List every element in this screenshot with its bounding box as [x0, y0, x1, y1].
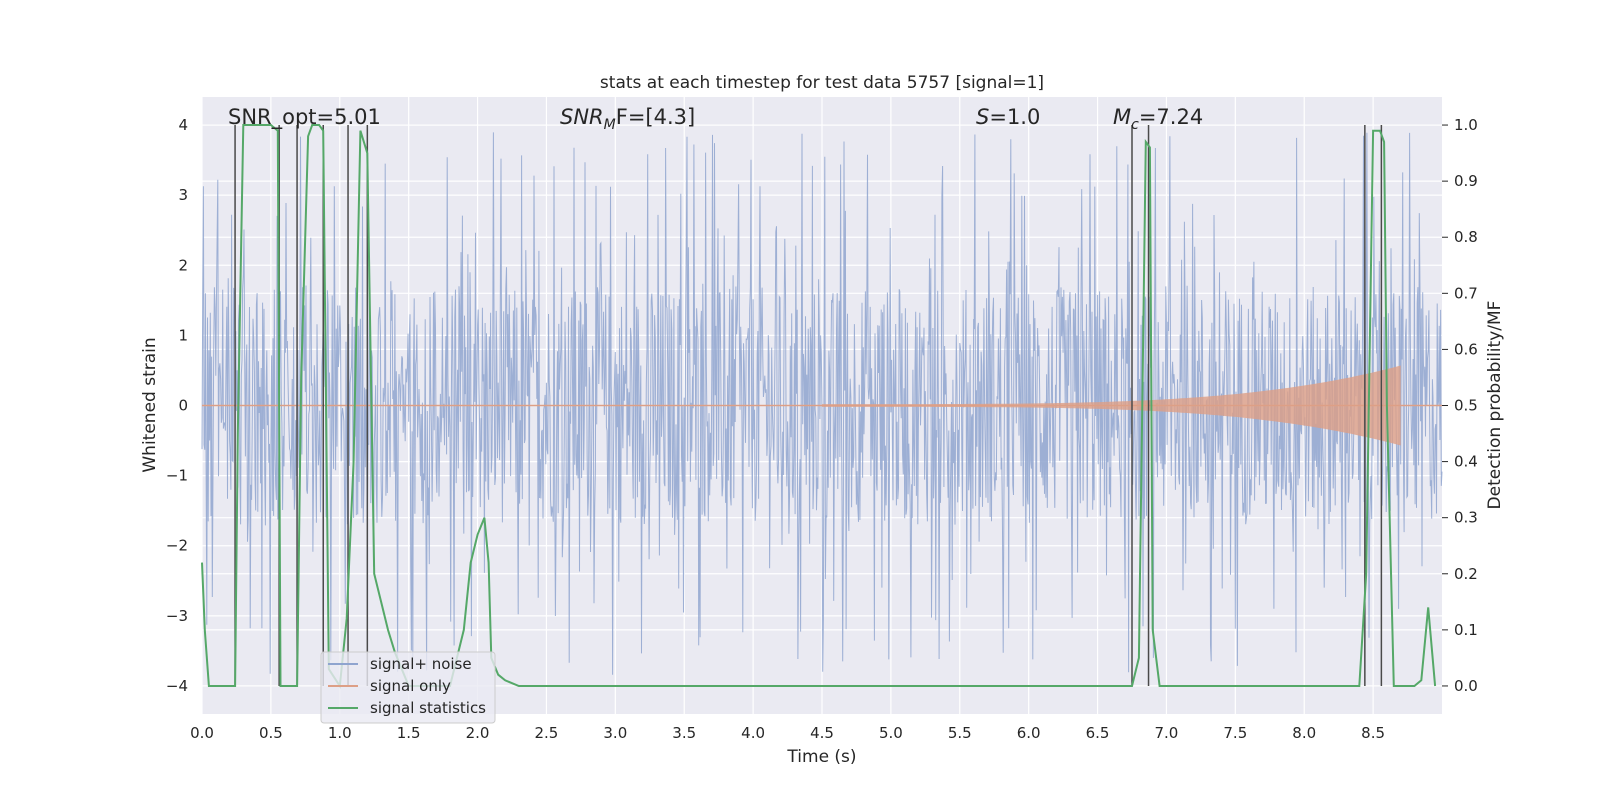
y-right-tick-label: 0.7	[1454, 284, 1478, 302]
legend-label-statistics: signal statistics	[370, 699, 486, 717]
s-tail: =1.0	[989, 105, 1040, 129]
y-left-tick-label: 0	[178, 397, 188, 415]
y-right-axis-label: Detection probability/MF	[1485, 301, 1505, 510]
y-left-tick-label: 3	[178, 186, 188, 204]
annotation-snr-mf: SNRMF=[4.3]	[560, 105, 695, 133]
s-main: S	[976, 105, 989, 129]
y-left-tick-label: 4	[178, 116, 188, 134]
signal-noise-series	[201, 132, 1443, 675]
y-right-tick-label: 0.6	[1454, 340, 1478, 358]
y-left-tick-label: −4	[166, 677, 188, 695]
y-right-tick-label: 0.5	[1454, 397, 1478, 415]
y-right-tick-label: 1.0	[1454, 116, 1478, 134]
x-tick-label: 2.5	[535, 724, 559, 742]
y-left-axis-ticks: 4 3 2 1 0 −1 −2 −3 −4	[166, 116, 188, 695]
y-right-axis-ticks: 1.0 0.9 0.8 0.7 0.6 0.5 0.4 0.3 0.2 0.1 0.0	[1442, 116, 1478, 695]
y-right-tick-label: 0.8	[1454, 228, 1478, 246]
legend-label-noise: signal+ noise	[370, 655, 472, 673]
y-right-tick-label: 0.2	[1454, 565, 1478, 583]
x-tick-label: 1.0	[328, 724, 352, 742]
snr-mf-sub: M	[604, 117, 616, 133]
mc-tail: =7.24	[1139, 105, 1203, 129]
x-tick-label: 8.0	[1292, 724, 1316, 742]
snr-mf-main: SNR	[560, 105, 604, 129]
y-right-tick-label: 0.9	[1454, 172, 1478, 190]
x-tick-label: 0.5	[259, 724, 283, 742]
y-left-tick-label: 2	[178, 256, 188, 274]
x-tick-label: 5.0	[879, 724, 903, 742]
annotation-snr-opt: SNR_opt=5.01	[228, 105, 381, 130]
y-left-tick-label: 1	[178, 326, 188, 344]
annotation-s: S=1.0	[976, 105, 1040, 129]
x-tick-label: 3.5	[672, 724, 696, 742]
y-right-tick-label: 0.3	[1454, 509, 1478, 527]
x-tick-label: 6.0	[1017, 724, 1041, 742]
mc-sub: c	[1131, 117, 1139, 133]
x-tick-label: 3.0	[603, 724, 627, 742]
x-tick-label: 7.5	[1223, 724, 1247, 742]
x-tick-label: 6.5	[1086, 724, 1110, 742]
legend-label-signal-only: signal only	[370, 677, 451, 695]
mc-main: M	[1113, 105, 1131, 129]
x-tick-label: 0.0	[190, 724, 214, 742]
signal-statistics-series	[201, 124, 1437, 689]
legend-box	[320, 651, 496, 724]
x-tick-label: 5.5	[948, 724, 972, 742]
signal-only-series	[202, 365, 1442, 446]
y-right-tick-label: 0.1	[1454, 621, 1478, 639]
y-left-tick-label: −1	[166, 467, 188, 485]
y-left-axis-label: Whitened strain	[140, 337, 160, 472]
x-tick-label: 1.5	[397, 724, 421, 742]
x-tick-label: 4.0	[741, 724, 765, 742]
annotation-mc: Mc=7.24	[1113, 105, 1203, 133]
noise-trace	[201, 132, 1443, 675]
statistics-line	[201, 124, 1437, 689]
x-tick-label: 7.0	[1155, 724, 1179, 742]
legend: signal+ noise signal only signal statist…	[320, 651, 496, 724]
x-axis-ticks: 0.0 0.5 1.0 1.5 2.0 2.5 3.0 3.5 4.0 4.5 5.0 5.5 6.0 6…	[190, 724, 1385, 742]
snr-mf-tail: F=[4.3]	[616, 105, 695, 129]
y-left-tick-label: −2	[166, 537, 188, 555]
y-right-tick-label: 0.4	[1454, 453, 1478, 471]
y-right-tick-label: 0.0	[1454, 677, 1478, 695]
x-tick-label: 8.5	[1361, 724, 1385, 742]
y-left-tick-label: −3	[166, 607, 188, 625]
x-tick-label: 4.5	[810, 724, 834, 742]
x-axis-label: Time (s)	[786, 747, 856, 767]
x-tick-label: 2.0	[466, 724, 490, 742]
chart-title: stats at each timestep for test data 575…	[600, 73, 1044, 93]
